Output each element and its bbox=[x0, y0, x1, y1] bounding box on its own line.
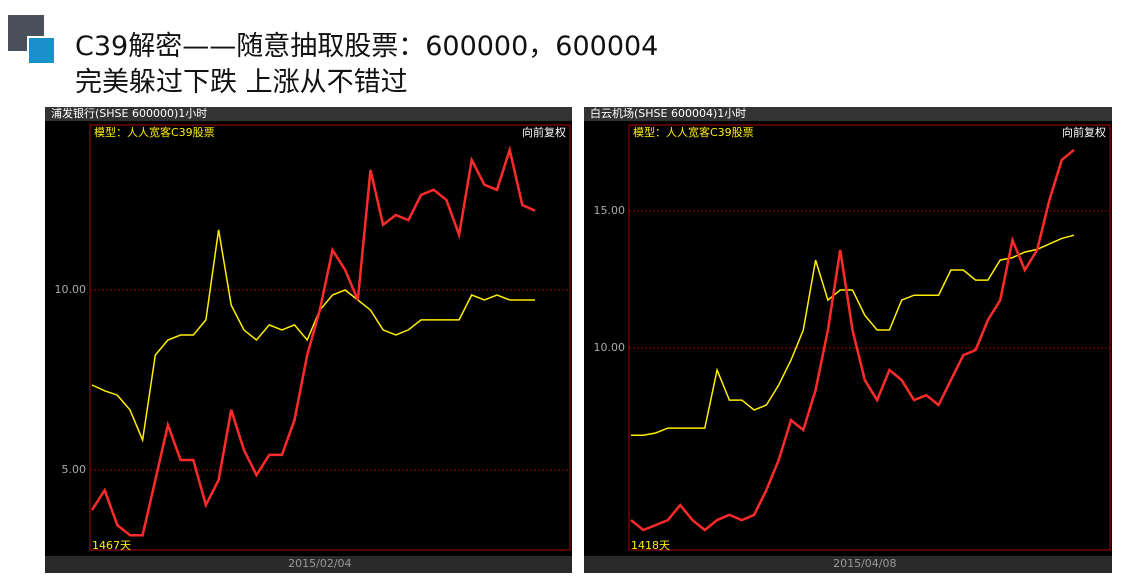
header-bar bbox=[45, 107, 572, 121]
series-line bbox=[91, 229, 535, 443]
header-bar bbox=[584, 107, 1112, 121]
slide-title: C39解密——随意抽取股票：600000，600004 bbox=[75, 31, 659, 62]
model-label: 模型：人人宽客C39股票 bbox=[94, 125, 215, 139]
plot-frame bbox=[628, 124, 1111, 551]
y-tick-label: 15.00 bbox=[594, 204, 626, 217]
adjust-label: 向前复权 bbox=[1062, 125, 1106, 139]
chart-panel: 浦发银行(SHSE 600000)1小时 5.00 10.00 2015/02/04 模… bbox=[45, 106, 572, 573]
footer-bar bbox=[584, 556, 1112, 573]
series-line bbox=[90, 145, 536, 537]
icon-blue bbox=[27, 36, 56, 65]
y-tick-label: 10.00 bbox=[55, 283, 87, 296]
x-tick-label: 2015/02/04 bbox=[288, 557, 351, 570]
count-label: 1467天 bbox=[92, 539, 131, 552]
y-tick-label: 10.00 bbox=[594, 341, 626, 354]
y-tick-label: 5.00 bbox=[62, 463, 87, 476]
chart-title: 浦发银行(SHSE 600000)1小时 bbox=[51, 107, 207, 120]
footer-bar bbox=[45, 556, 572, 573]
plot-frame bbox=[89, 124, 571, 551]
adjust-label: 向前复权 bbox=[522, 125, 566, 139]
chart-panel: 白云机场(SHSE 600004)1小时 10.00 15.00 2015/04/08… bbox=[584, 106, 1112, 573]
count-label: 1418天 bbox=[631, 539, 670, 552]
chart-title: 白云机场(SHSE 600004)1小时 bbox=[590, 107, 746, 120]
model-label: 模型：人人宽客C39股票 bbox=[633, 125, 754, 139]
slide-subtitle: 完美躲过下跌 上涨从不错过 bbox=[75, 67, 408, 98]
x-tick-label: 2015/04/08 bbox=[833, 557, 896, 570]
chart: 浦发银行(SHSE 600000)1小时 5.00 10.00 2015/02/04 模… bbox=[45, 106, 572, 573]
series-line bbox=[631, 234, 1075, 436]
series-line bbox=[630, 148, 1075, 532]
chart: 白云机场(SHSE 600004)1小时 10.00 15.00 2015/04/08… bbox=[584, 106, 1112, 573]
